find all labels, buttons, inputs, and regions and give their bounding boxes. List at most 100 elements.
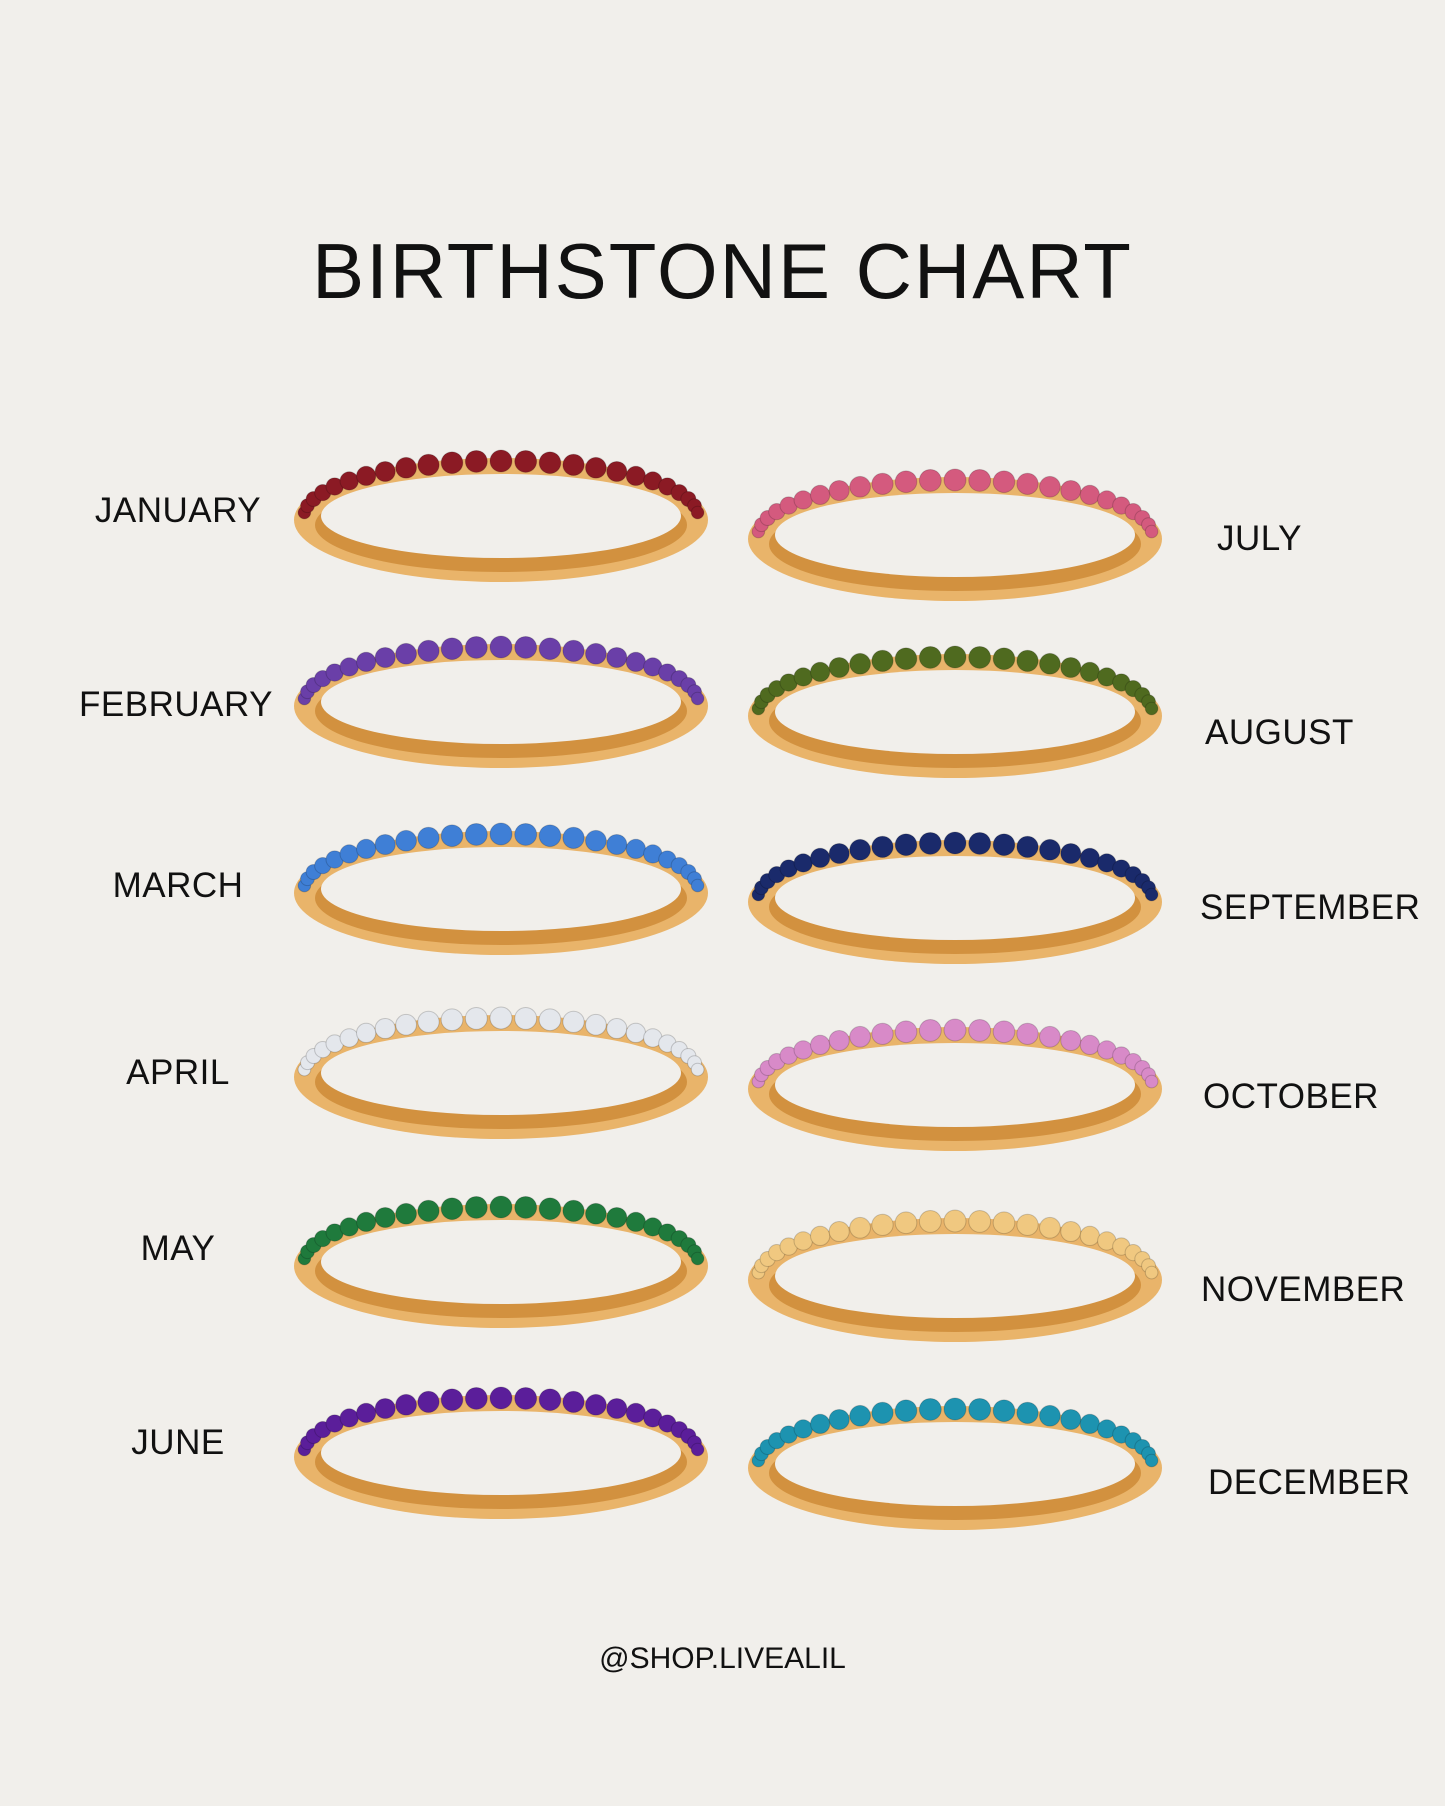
stone (918, 645, 942, 669)
ring-october (748, 1018, 1162, 1151)
stone (690, 878, 705, 893)
month-label-november: NOVEMBER (1201, 1270, 1406, 1309)
ring-february (294, 635, 708, 768)
stone (1079, 661, 1101, 683)
ring-december (748, 1397, 1162, 1530)
stone (585, 1202, 607, 1225)
stone (562, 639, 585, 663)
stone (943, 468, 967, 492)
stone (992, 647, 1016, 671)
ring-june (294, 1386, 708, 1519)
stone (1016, 649, 1039, 673)
stone (871, 472, 894, 496)
stone (395, 456, 417, 479)
stone (793, 490, 813, 510)
stone (793, 1040, 813, 1060)
stone (417, 1010, 440, 1034)
stone (1060, 479, 1082, 502)
stone (894, 647, 918, 671)
stone (894, 1211, 918, 1235)
stone (489, 1006, 513, 1030)
stone (464, 822, 488, 846)
stone (417, 1199, 440, 1223)
stone (625, 1211, 647, 1233)
stone (585, 456, 607, 479)
stone (918, 1018, 942, 1042)
month-label-july: JULY (1217, 519, 1302, 558)
stone (538, 1008, 562, 1032)
month-label-august: AUGUST (1205, 713, 1354, 752)
ring-hole (321, 660, 681, 744)
stone (1039, 838, 1061, 861)
month-label-september: SEPTEMBER (1200, 888, 1421, 927)
stone (1144, 701, 1159, 716)
stone (514, 822, 538, 846)
stone (894, 1399, 918, 1423)
stone (374, 1017, 396, 1040)
stone (690, 1062, 705, 1077)
ring-may (294, 1195, 708, 1328)
stone (849, 652, 871, 675)
stone (1060, 1029, 1082, 1052)
stone (606, 1397, 628, 1420)
stone (1144, 887, 1159, 902)
stone (417, 826, 440, 850)
stone (943, 1209, 967, 1233)
stone (374, 833, 396, 856)
stone (625, 651, 647, 673)
stone (395, 829, 417, 852)
stone (1016, 472, 1039, 496)
stone (943, 1397, 967, 1421)
ring-july (748, 468, 1162, 601)
stone (1016, 835, 1039, 859)
ring-hole (321, 474, 681, 558)
stone (374, 460, 396, 483)
stone (585, 829, 607, 852)
stone (440, 451, 464, 475)
stone (562, 826, 585, 850)
ring-hole (775, 1043, 1135, 1127)
stone (690, 505, 705, 520)
stone (1144, 1074, 1159, 1089)
stone (562, 1199, 585, 1223)
ring-hole (321, 1220, 681, 1304)
stone (793, 667, 813, 687)
stone (1144, 1265, 1159, 1280)
stone (562, 453, 585, 477)
stone (606, 833, 628, 856)
month-label-june: JUNE (131, 1423, 225, 1462)
ring-hole (775, 1422, 1135, 1506)
stone (562, 1010, 585, 1034)
ring-january (294, 449, 708, 582)
stone (538, 1388, 562, 1412)
stone (943, 831, 967, 855)
stone (417, 1390, 440, 1414)
stone (339, 1217, 359, 1237)
ring-hole (321, 1411, 681, 1495)
stone (809, 847, 831, 869)
stone (968, 1018, 992, 1042)
stone (1060, 656, 1082, 679)
ring-hole (321, 847, 681, 931)
stone (339, 471, 359, 491)
stone (1079, 1034, 1101, 1056)
stone (489, 822, 513, 846)
stone (440, 1197, 464, 1221)
stone (894, 470, 918, 494)
stone (828, 1220, 850, 1243)
stone (355, 1402, 377, 1424)
stone (793, 1231, 813, 1251)
stone (538, 637, 562, 661)
stone (871, 835, 894, 859)
stone (1144, 1453, 1159, 1468)
month-label-april: APRIL (126, 1053, 230, 1092)
stone (809, 484, 831, 506)
ring-hole (775, 856, 1135, 940)
stone (849, 1025, 871, 1048)
stone (968, 831, 992, 855)
stone (1039, 652, 1061, 675)
stone (440, 1388, 464, 1412)
stone (809, 1413, 831, 1435)
stone (606, 460, 628, 483)
stone (793, 1419, 813, 1439)
